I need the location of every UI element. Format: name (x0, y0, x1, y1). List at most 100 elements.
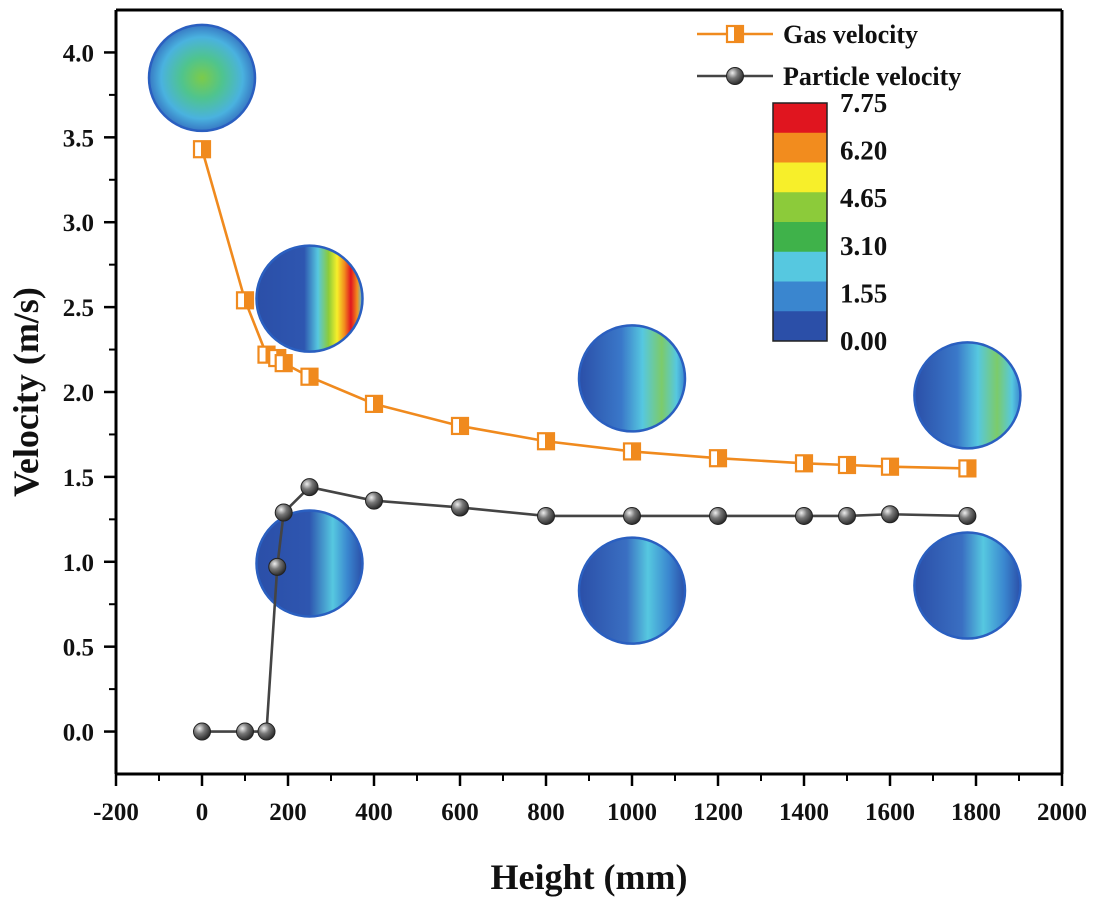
colorbar: 7.75 6.20 4.65 3.10 1.55 0.00 (772, 88, 887, 356)
gas-velocity-point (837, 455, 857, 475)
gas-velocity-point (274, 354, 293, 373)
colorbar-tick-label: 1.55 (840, 278, 887, 308)
marker-square-fill (717, 450, 726, 467)
marker-square-fill (459, 417, 468, 434)
x-tick-label: 200 (269, 799, 307, 826)
gas-velocity-point (300, 367, 319, 386)
particle-velocity-point (537, 506, 555, 525)
marker-square-fill (308, 368, 318, 385)
colorbar-tick-label: 6.20 (840, 136, 887, 166)
inset-gas-0-circle (147, 23, 257, 133)
gas-velocity-point (450, 416, 470, 436)
particle-velocity-point (709, 506, 727, 525)
marker-square-fill (373, 395, 382, 412)
x-axis-title: Height (mm) (491, 857, 688, 897)
marker-square-fill (244, 292, 253, 309)
y-axis-title: Velocity (m/s) (6, 287, 46, 497)
particle-velocity-point (881, 505, 899, 524)
gas-velocity-point (192, 140, 212, 159)
y-tick-label: 1.5 (63, 465, 94, 492)
particle-velocity-point (193, 722, 211, 741)
particle-velocity-point (300, 478, 319, 497)
colorbar-band (773, 311, 827, 342)
colorbar-band (773, 192, 827, 223)
axes-layer: -200 0 200 400 600 800 1000 1200 1400 1600 1800 200… (6, 8, 1087, 897)
contour-insets (147, 23, 1022, 645)
y-tick-label: 0.5 (63, 635, 94, 662)
particle-velocity-points (193, 478, 977, 741)
marker-square-fill (545, 433, 554, 450)
marker-square-fill (889, 458, 898, 475)
colorbar-frame (772, 102, 828, 342)
y-tick-label: 2.5 (63, 295, 94, 322)
legend: Gas velocity Particle velocity (697, 20, 961, 91)
marker-square-fill (631, 443, 640, 460)
colorbar-band (773, 251, 827, 282)
x-tick-label: 1600 (865, 799, 915, 826)
particle-velocity-point (451, 498, 469, 517)
gas-velocity-point (880, 457, 900, 476)
gas-velocity-point (794, 454, 814, 473)
particle-velocity-point (274, 503, 293, 522)
series-layer (192, 140, 977, 741)
x-tick-label: 1400 (779, 799, 829, 826)
x-tick-label: -200 (93, 799, 139, 826)
particle-velocity-point (257, 722, 276, 741)
marker-square-fill (201, 141, 210, 158)
colorbar-tick-label: 7.75 (840, 88, 887, 118)
gas-velocity-points (192, 140, 977, 478)
x-tick-label: 800 (527, 799, 565, 826)
y-tick-label: 0.0 (63, 720, 94, 747)
marker-square-fill (734, 26, 743, 42)
particle-velocity-point (268, 557, 287, 576)
gas-velocity-point (958, 459, 977, 478)
x-tick-label: 1000 (607, 799, 657, 826)
colorbar-band (773, 132, 827, 163)
particle-velocity-point (795, 506, 813, 525)
marker-square-fill (966, 460, 976, 477)
colorbar-tick-label: 4.65 (840, 183, 887, 213)
inset-particle-1780-circle (913, 531, 1022, 640)
inset-gas-1780-circle (913, 341, 1022, 450)
inset-particle-250-circle (255, 509, 364, 618)
gas-velocity-point (708, 449, 728, 468)
colorbar-band (773, 281, 827, 312)
gas-velocity-point (235, 291, 255, 310)
x-tick-label: 1200 (693, 799, 743, 826)
y-tick-label: 2.0 (63, 380, 94, 407)
gas-velocity-point (364, 394, 384, 413)
marker-square-fill (803, 455, 812, 472)
x-tick-label: 1800 (951, 799, 1001, 826)
particle-velocity-point (365, 491, 383, 510)
inset-gas-1000-circle (577, 324, 687, 433)
marker-square-fill (846, 457, 855, 474)
legend-marker-particle (726, 67, 744, 85)
colorbar-band (773, 222, 827, 253)
gas-velocity-point (622, 442, 642, 461)
y-tick-label: 3.0 (63, 210, 94, 237)
legend-label: Particle velocity (783, 62, 961, 91)
colorbar-band (773, 162, 827, 193)
x-tick-label: 2000 (1037, 799, 1087, 826)
y-tick-label: 3.5 (63, 125, 94, 152)
x-tick-label: 600 (441, 799, 479, 826)
particle-velocity-point (623, 506, 641, 525)
y-tick-label: 4.0 (63, 40, 94, 67)
marker-square-fill (282, 355, 292, 372)
gas-velocity-point (536, 432, 556, 451)
particle-velocity-point (236, 722, 254, 741)
legend-marker-gas (725, 24, 745, 44)
x-tick-label: 0 (196, 799, 209, 826)
colorbar-tick-label: 0.00 (840, 326, 887, 356)
x-tick-label: 400 (355, 799, 393, 826)
colorbar-tick-label: 3.10 (840, 231, 887, 261)
particle-velocity-point (958, 506, 977, 525)
particle-velocity-point (838, 506, 856, 525)
y-tick-label: 1.0 (63, 550, 94, 577)
colorbar-band (773, 103, 827, 134)
inset-gas-250-circle (255, 244, 364, 353)
legend-label: Gas velocity (783, 20, 918, 49)
inset-particle-1000-circle (577, 536, 687, 645)
